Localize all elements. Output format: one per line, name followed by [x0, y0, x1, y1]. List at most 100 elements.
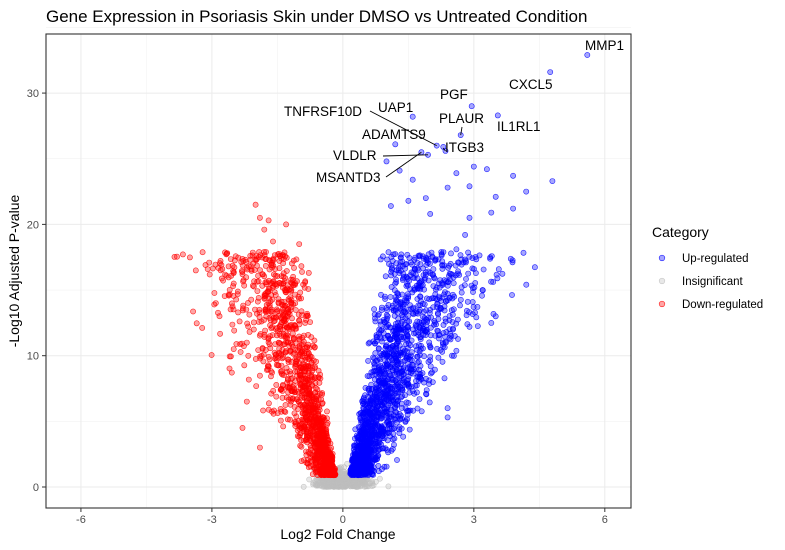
- down-regulated-point: [299, 410, 306, 417]
- up-regulated-point: [426, 399, 433, 406]
- up-regulated-point: [417, 293, 423, 300]
- down-regulated-point: [311, 343, 318, 350]
- down-regulated-point: [296, 317, 302, 324]
- x-tick-label: -6: [76, 514, 86, 526]
- up-regulated-point: [439, 339, 446, 346]
- up-regulated-point: [398, 251, 405, 258]
- down-regulated-point: [293, 256, 300, 263]
- down-regulated-point: [305, 368, 312, 375]
- gene-label: ADAMTS9: [362, 127, 426, 142]
- down-regulated-point: [287, 401, 294, 408]
- down-regulated-point: [286, 322, 293, 329]
- down-regulated-point: [263, 255, 269, 262]
- up-regulated-point: [399, 318, 406, 325]
- data-points: [171, 52, 591, 490]
- down-regulated-point: [319, 414, 326, 420]
- up-regulated-point: [394, 309, 401, 316]
- up-regulated-point: [426, 339, 433, 346]
- up-regulated-point: [439, 358, 446, 365]
- down-regulated-point: [299, 334, 306, 341]
- up-regulated-point: [405, 380, 412, 387]
- down-regulated-point: [313, 396, 319, 403]
- down-regulated-point: [243, 306, 250, 313]
- up-regulated-point: [394, 457, 400, 463]
- down-regulated-point: [267, 280, 274, 286]
- up-regulated-point: [351, 449, 358, 456]
- down-regulated-point: [273, 282, 280, 289]
- up-regulated-point: [426, 381, 432, 387]
- up-regulated-point: [387, 203, 394, 209]
- up-regulated-point: [405, 295, 411, 301]
- down-regulated-point: [250, 326, 257, 333]
- down-regulated-point: [248, 267, 255, 274]
- up-regulated-point: [443, 328, 450, 335]
- up-regulated-point: [363, 443, 370, 450]
- up-regulated-point: [389, 304, 395, 311]
- up-regulated-point: [532, 264, 538, 271]
- down-regulated-point: [270, 257, 277, 264]
- gene-label: VLDLR: [333, 148, 377, 163]
- up-regulated-point: [461, 256, 468, 263]
- legend-label: Insignificant: [682, 276, 744, 288]
- up-regulated-point: [465, 249, 471, 256]
- down-regulated-point: [179, 251, 186, 258]
- down-regulated-point: [319, 432, 326, 439]
- down-regulated-point: [288, 260, 295, 267]
- up-regulated-point: [400, 366, 407, 372]
- up-regulated-point: [414, 359, 421, 366]
- down-regulated-point: [295, 390, 302, 397]
- down-regulated-point: [216, 313, 223, 320]
- up-regulated-point: [380, 316, 387, 323]
- up-regulated-point: [462, 231, 468, 238]
- down-regulated-point: [263, 301, 270, 308]
- down-regulated-point: [245, 376, 252, 383]
- down-regulated-point: [292, 418, 299, 425]
- down-regulated-point: [260, 407, 266, 414]
- up-regulated-point: [351, 455, 358, 462]
- up-regulated-point: [389, 445, 396, 452]
- down-regulated-point: [265, 217, 272, 224]
- up-regulated-point: [405, 360, 411, 367]
- up-regulated-point: [435, 354, 442, 361]
- up-regulated-point: [425, 277, 432, 284]
- y-tick-label: 10: [27, 351, 39, 363]
- major-gridlines: [46, 34, 631, 508]
- up-regulated-point: [406, 254, 413, 261]
- down-regulated-point: [245, 352, 252, 359]
- up-regulated-point: [365, 357, 371, 364]
- down-regulated-point: [272, 326, 279, 332]
- down-regulated-point: [292, 291, 298, 298]
- down-regulated-point: [227, 306, 234, 313]
- up-regulated-point: [406, 389, 413, 396]
- insignificant-point: [330, 483, 336, 489]
- up-regulated-point: [441, 375, 448, 382]
- up-regulated-point: [461, 282, 468, 288]
- down-regulated-point: [265, 335, 272, 341]
- down-regulated-point: [302, 319, 308, 326]
- down-regulated-point: [262, 308, 269, 314]
- up-regulated-point: [399, 301, 406, 308]
- up-regulated-point: [372, 371, 379, 378]
- up-regulated-point: [416, 319, 423, 325]
- down-regulated-point: [288, 288, 294, 294]
- up-regulated-point: [388, 253, 395, 260]
- up-regulated-point: [377, 256, 384, 263]
- up-regulated-point: [418, 334, 424, 340]
- up-regulated-point: [453, 170, 460, 177]
- up-regulated-point: [432, 332, 439, 339]
- down-regulated-point: [293, 413, 300, 420]
- down-regulated-point: [265, 400, 272, 407]
- y-tick-label: 30: [27, 88, 39, 100]
- down-regulated-point: [263, 313, 270, 320]
- down-regulated-point: [266, 356, 273, 363]
- gene-label: UAP1: [378, 100, 413, 115]
- insignificant-point: [366, 480, 373, 487]
- up-regulated-point: [425, 268, 432, 275]
- up-regulated-point: [466, 323, 473, 330]
- down-regulated-point: [319, 438, 326, 445]
- down-regulated-point: [259, 282, 266, 289]
- up-regulated-point: [404, 411, 411, 418]
- down-regulated-point: [311, 406, 318, 413]
- down-regulated-point: [275, 313, 282, 319]
